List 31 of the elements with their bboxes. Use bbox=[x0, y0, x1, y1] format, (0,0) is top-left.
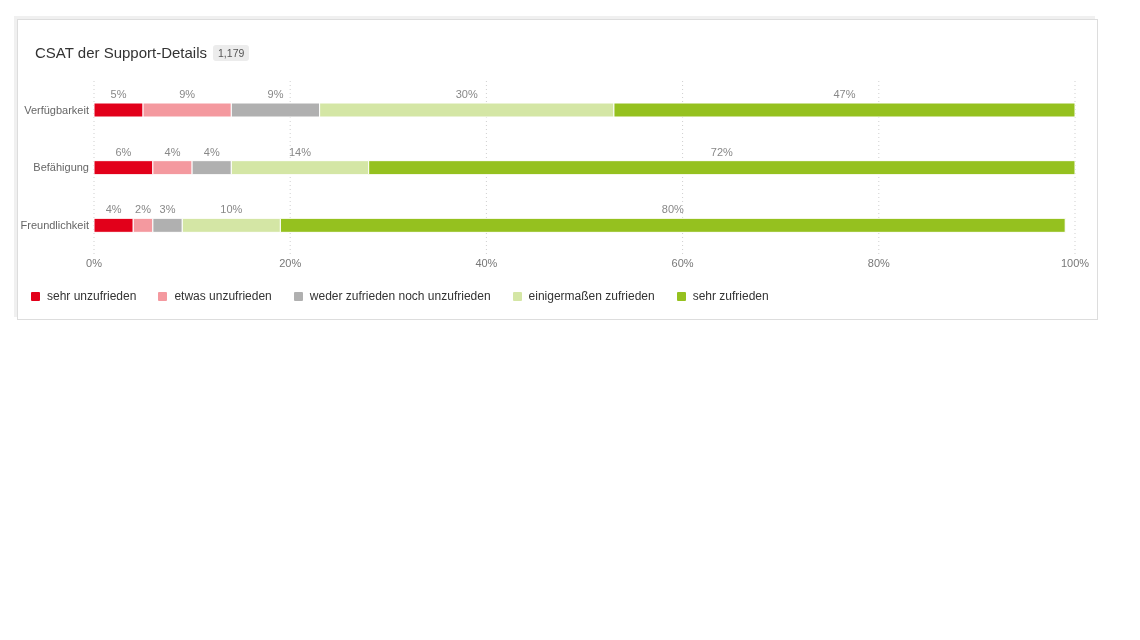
data-label: 47% bbox=[833, 88, 856, 100]
data-label: 9% bbox=[179, 88, 196, 100]
data-label: 3% bbox=[159, 203, 176, 216]
y-tick-label: Freundlichkeit bbox=[20, 219, 89, 232]
data-label: 9% bbox=[267, 88, 284, 100]
x-tick-label: 0% bbox=[86, 256, 103, 269]
data-label: 10% bbox=[220, 203, 243, 216]
data-label: 4% bbox=[164, 145, 181, 158]
legend-label: einigermaßen zufrieden bbox=[528, 289, 655, 303]
data-label: 30% bbox=[455, 88, 478, 100]
data-label: 14% bbox=[288, 145, 312, 158]
legend-label: sehr unzufrieden bbox=[47, 289, 137, 303]
legend-label: weder zufrieden noch unzufrieden bbox=[309, 289, 491, 303]
data-label: 4% bbox=[203, 145, 220, 158]
data-label: 4% bbox=[105, 203, 122, 216]
data-label: 6% bbox=[115, 145, 132, 158]
y-tick-label: Verfügbarkeit bbox=[24, 103, 89, 116]
x-tick-label: 20% bbox=[279, 256, 302, 269]
data-label: 5% bbox=[110, 88, 127, 100]
data-label: 80% bbox=[661, 203, 685, 216]
chart-subtitle: 1,179 bbox=[213, 44, 250, 61]
x-tick-label: 40% bbox=[475, 256, 498, 269]
x-tick-label: 60% bbox=[671, 256, 694, 269]
data-label: 72% bbox=[710, 145, 734, 158]
chart-title: CSAT der Support-Details bbox=[35, 44, 208, 61]
legend-label: sehr zufrieden bbox=[692, 289, 769, 303]
x-tick-label: 100% bbox=[1060, 256, 1090, 269]
legend-label: etwas unzufrieden bbox=[174, 289, 272, 303]
y-tick-label: Befähigung bbox=[33, 161, 89, 174]
x-tick-label: 80% bbox=[867, 256, 891, 269]
data-label: 2% bbox=[135, 203, 152, 216]
